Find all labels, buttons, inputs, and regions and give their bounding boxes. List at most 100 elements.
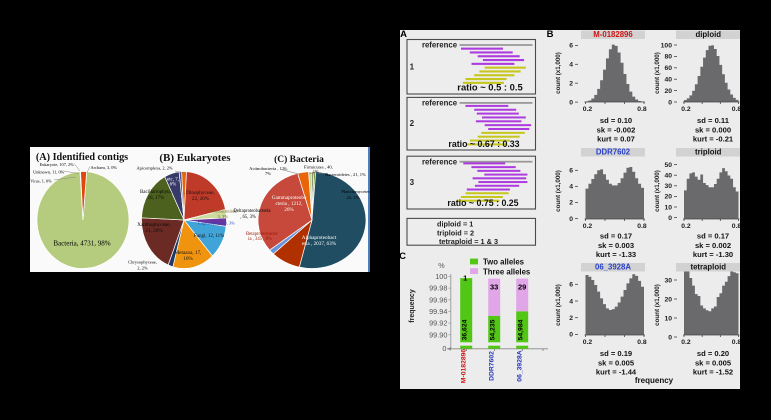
svg-text:99.94: 99.94 <box>429 307 447 316</box>
svg-text:100: 100 <box>435 272 447 281</box>
svg-text:B: B <box>547 30 554 40</box>
svg-text:0: 0 <box>668 334 672 341</box>
svg-text:0: 0 <box>668 99 672 106</box>
svg-text:1%: 1% <box>313 169 319 174</box>
svg-text:0: 0 <box>442 344 446 353</box>
svg-text:triploid: triploid <box>695 148 722 157</box>
svg-text:50: 50 <box>664 162 672 169</box>
svg-text:6: 6 <box>569 168 573 175</box>
svg-text:Betaproteobacter: Betaproteobacter <box>246 232 278 237</box>
svg-text:Euglenophyta, 3, 3%: Euglenophyta, 3, 3% <box>198 220 235 226</box>
svg-text:0.8: 0.8 <box>732 339 740 346</box>
svg-text:Deltaproteobacteria: Deltaproteobacteria <box>234 209 272 214</box>
svg-text:7%: 7% <box>265 171 271 176</box>
svg-text:kurt = -1.52: kurt = -1.52 <box>693 368 733 377</box>
svg-text:Bacillariophyta,: Bacillariophyta, <box>140 190 172 195</box>
svg-text:reference: reference <box>422 157 458 166</box>
svg-text:diploid: diploid <box>695 30 721 39</box>
svg-text:Fungi, 12, 11%: Fungi, 12, 11% <box>194 234 225 239</box>
svg-text:sd = 0.20: sd = 0.20 <box>697 349 729 358</box>
svg-text:80: 80 <box>664 54 672 61</box>
svg-text:1: 1 <box>410 62 415 71</box>
svg-text:etc, 7,: etc, 7, <box>167 178 179 183</box>
svg-text:ratio ~ 0.75 : 0.25: ratio ~ 0.75 : 0.25 <box>447 198 518 208</box>
svg-text:6: 6 <box>569 43 573 50</box>
svg-text:6: 6 <box>569 282 573 289</box>
svg-text:22, 1%: 22, 1% <box>346 195 359 201</box>
svg-text:Metazoa, 17,: Metazoa, 17, <box>175 250 202 256</box>
svg-text:Planctomycetes ,: Planctomycetes , <box>341 189 370 195</box>
svg-text:33: 33 <box>490 283 498 292</box>
svg-text:18, 17%: 18, 17% <box>148 196 165 201</box>
svg-text:2: 2 <box>569 200 573 207</box>
svg-text:sk = 0.000: sk = 0.000 <box>695 125 731 134</box>
svg-text:60: 60 <box>664 65 672 72</box>
svg-text:Bacteroidetes , 21, 1%: Bacteroidetes , 21, 1% <box>325 172 366 178</box>
svg-text:99.98: 99.98 <box>429 284 447 293</box>
svg-text:Virus, 1, 0%: Virus, 1, 0% <box>30 179 52 185</box>
svg-text:Bacteria, 4731, 98%: Bacteria, 4731, 98% <box>53 239 110 247</box>
svg-text:20: 20 <box>664 194 672 201</box>
svg-text:0.8: 0.8 <box>637 223 647 230</box>
svg-text:3: 3 <box>410 178 415 187</box>
svg-text:0.2: 0.2 <box>681 339 691 346</box>
svg-text:ia , 345 , 8%: ia , 345 , 8% <box>248 237 272 242</box>
svg-text:kurt = -1.30: kurt = -1.30 <box>693 250 733 259</box>
svg-text:16%: 16% <box>183 256 193 262</box>
svg-text:sd = 0.10: sd = 0.10 <box>600 116 632 125</box>
svg-text:10: 10 <box>664 204 672 211</box>
svg-text:count (x1,000): count (x1,000) <box>654 52 661 94</box>
svg-text:frequency: frequency <box>635 376 674 385</box>
svg-text:sd = 0.19: sd = 0.19 <box>600 349 632 358</box>
svg-text:kurt = 0.07: kurt = 0.07 <box>597 135 635 144</box>
svg-text:40: 40 <box>664 173 672 180</box>
svg-text:54,984: 54,984 <box>518 319 525 340</box>
svg-text:2: 2 <box>410 119 415 128</box>
svg-text:Gammaproteoba: Gammaproteoba <box>272 195 307 201</box>
svg-text:(A) Identified contigs: (A) Identified contigs <box>36 152 128 163</box>
svg-text:kurt = -0.21: kurt = -0.21 <box>693 135 734 144</box>
svg-text:54,235: 54,235 <box>490 319 497 340</box>
svg-text:0.2: 0.2 <box>583 106 593 113</box>
svg-text:0.2: 0.2 <box>681 223 691 230</box>
svg-text:Three alleles: Three alleles <box>483 267 531 276</box>
svg-text:20: 20 <box>664 88 672 95</box>
svg-text:(C) Bacteria: (C) Bacteria <box>274 154 324 165</box>
svg-text:Unknown, 11, 0%: Unknown, 11, 0% <box>33 169 65 175</box>
svg-text:29: 29 <box>518 283 526 292</box>
svg-text:0: 0 <box>569 332 573 339</box>
svg-text:21, 20%: 21, 20% <box>145 228 163 234</box>
svg-text:30: 30 <box>664 277 672 284</box>
svg-text:, 65, 3%: , 65, 3% <box>240 215 256 220</box>
svg-text:100: 100 <box>661 42 673 49</box>
svg-text:Eukaryote, 107, 2%: Eukaryote, 107, 2% <box>40 162 75 168</box>
svg-text:DDR7602: DDR7602 <box>489 351 496 381</box>
svg-text:0: 0 <box>569 216 573 223</box>
svg-text:99.92: 99.92 <box>429 319 447 328</box>
svg-text:Two alleles: Two alleles <box>483 258 525 267</box>
svg-text:0.8: 0.8 <box>732 223 740 230</box>
svg-text:sk = 0.005: sk = 0.005 <box>598 358 635 367</box>
svg-text:0.8: 0.8 <box>637 339 647 346</box>
svg-text:(B) Eukaryotes: (B) Eukaryotes <box>159 152 231 164</box>
svg-text:4: 4 <box>569 62 573 69</box>
svg-text:count (x1,000): count (x1,000) <box>654 284 661 326</box>
svg-text:kurt = -1.44: kurt = -1.44 <box>596 368 637 377</box>
svg-text:ratio ~ 0.5 : 0.5: ratio ~ 0.5 : 0.5 <box>457 81 522 92</box>
svg-text:tetraploid = 1 & 3: tetraploid = 1 & 3 <box>439 237 498 246</box>
svg-text:DDR7602: DDR7602 <box>596 148 631 157</box>
svg-text:sd = 0.17: sd = 0.17 <box>697 232 729 241</box>
svg-text:Actinobacteria , 126,: Actinobacteria , 126, <box>249 166 288 172</box>
svg-text:Chrysophyceae,: Chrysophyceae, <box>128 260 157 266</box>
svg-text:0.2: 0.2 <box>583 223 593 230</box>
svg-text:ratio ~ 0.67 : 0.33: ratio ~ 0.67 : 0.33 <box>448 139 519 149</box>
svg-text:22, 20%: 22, 20% <box>192 196 210 202</box>
svg-text:06_3928A: 06_3928A <box>517 350 524 381</box>
svg-text:Archaea, 3, 0%: Archaea, 3, 0% <box>91 165 118 171</box>
svg-text:30: 30 <box>664 183 672 190</box>
svg-text:reference: reference <box>422 99 458 108</box>
svg-text:sd = 0.17: sd = 0.17 <box>600 232 632 241</box>
svg-text:0.2: 0.2 <box>583 339 593 346</box>
svg-text:0.2: 0.2 <box>681 106 691 113</box>
svg-text:%: % <box>438 261 445 270</box>
